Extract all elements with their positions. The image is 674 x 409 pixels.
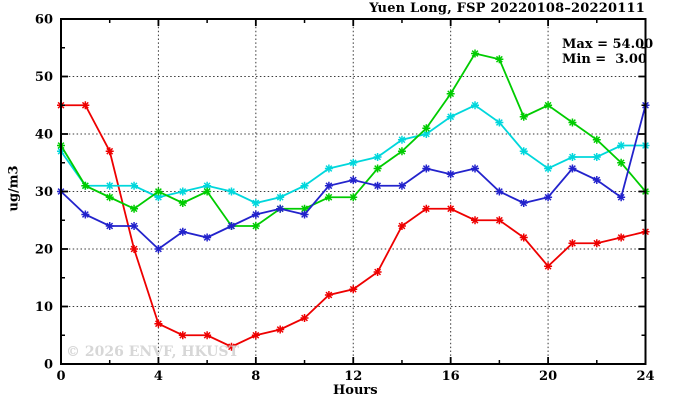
svg-text:10: 10: [35, 300, 53, 315]
legend-max-annotation: Max = 54.00: [562, 37, 654, 52]
y-axis-label: ug/m3: [6, 165, 22, 212]
legend-min-annotation: Min = 3.00: [562, 52, 647, 67]
watermark: © 2026 ENVF, HKUST: [66, 344, 239, 360]
x-axis-label: Hours: [333, 383, 378, 398]
svg-text:50: 50: [35, 70, 53, 85]
svg-text:12: 12: [344, 369, 362, 384]
svg-text:30: 30: [35, 185, 53, 200]
svg-text:24: 24: [636, 369, 654, 384]
svg-text:20: 20: [539, 369, 557, 384]
svg-text:0: 0: [44, 358, 53, 373]
svg-text:40: 40: [35, 128, 53, 143]
chart-title: Yuen Long, FSP 20220108–20220111: [369, 1, 645, 16]
svg-text:60: 60: [35, 13, 53, 28]
svg-text:16: 16: [442, 369, 460, 384]
svg-text:4: 4: [154, 369, 163, 384]
svg-text:8: 8: [251, 369, 260, 384]
svg-text:0: 0: [56, 369, 65, 384]
svg-text:20: 20: [35, 243, 53, 258]
legend: Max = 54.00 Min = 3.00: [562, 37, 653, 67]
